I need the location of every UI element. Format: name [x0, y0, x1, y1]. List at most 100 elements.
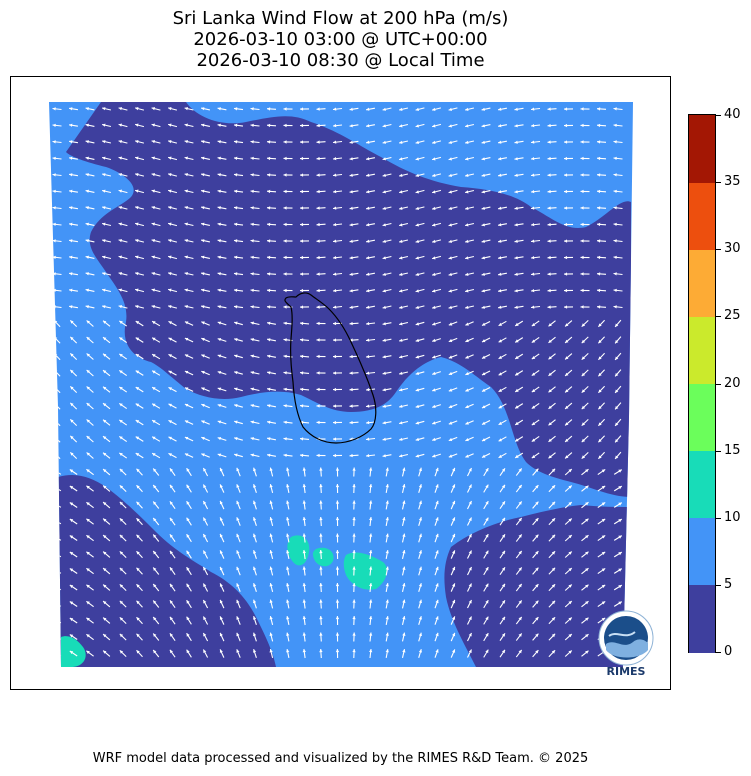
wind-arrow-head	[201, 123, 205, 127]
wind-arrow-head	[598, 438, 602, 443]
wind-arrow-head	[219, 616, 223, 620]
wind-arrow-head	[250, 173, 254, 177]
wind-arrow-head	[465, 289, 469, 293]
wind-arrow-head	[52, 239, 56, 243]
wind-arrow-head	[119, 633, 124, 638]
wind-arrow-head	[217, 206, 221, 210]
wind-arrow-head	[385, 649, 389, 653]
wind-arrow-head	[69, 239, 73, 243]
wind-arrow-head	[253, 533, 257, 538]
wind-arrow-head	[283, 107, 287, 111]
wind-arrow-head	[184, 420, 189, 424]
wind-arrow-head	[481, 157, 485, 161]
wind-arrow-head	[69, 568, 74, 572]
wind-arrow-head	[465, 421, 469, 425]
wind-arrow-head	[103, 485, 107, 489]
wind-arrow-head	[300, 371, 304, 375]
wind-arrow-head	[184, 222, 188, 226]
wind-arrow-head	[415, 437, 420, 441]
wind-arrow-head	[452, 550, 456, 554]
wind-arrow-head	[53, 369, 58, 374]
wind-arrow-head	[618, 502, 622, 506]
wind-arrow-head	[580, 140, 584, 144]
wind-map	[49, 102, 633, 667]
wind-arrow-head	[153, 485, 157, 489]
wind-arrow-head	[168, 321, 172, 325]
wind-arrow-head	[435, 517, 439, 521]
wind-arrow-head	[598, 422, 602, 426]
wind-arrow-head	[399, 371, 403, 375]
wind-arrow-head	[203, 649, 207, 653]
wind-arrow-head	[269, 467, 273, 471]
wind-arrow-head	[465, 190, 469, 194]
wind-arrow-head	[103, 403, 107, 407]
wind-arrow-head	[485, 649, 489, 654]
wind-arrow-head	[267, 354, 271, 358]
wind-arrow-head	[169, 567, 173, 571]
wind-arrow-head	[85, 123, 89, 127]
wind-arrow-head	[615, 373, 619, 377]
wind-arrow-head	[352, 616, 356, 620]
wind-arrow-head	[564, 156, 568, 161]
wind-arrow-head	[435, 616, 439, 620]
wind-arrow-head	[219, 517, 223, 521]
wind-arrow-head	[267, 288, 271, 293]
wind-arrow-head	[535, 518, 539, 522]
wind-arrow-head	[581, 405, 586, 410]
wind-arrow-head	[184, 156, 188, 160]
wind-arrow-head	[102, 305, 106, 309]
wind-arrow-head	[399, 322, 403, 326]
wind-arrow-head	[448, 454, 453, 458]
wind-arrow-head	[300, 453, 304, 458]
wind-arrow-head	[366, 124, 370, 128]
wind-arrow-head	[452, 583, 456, 587]
wind-arrow-head	[415, 305, 419, 309]
wind-arrow-head	[448, 256, 452, 260]
wind-arrow-head	[580, 156, 584, 161]
wind-arrow-head	[514, 239, 518, 243]
wind-arrow-head	[432, 404, 436, 408]
wind-arrow-head	[302, 566, 306, 570]
wind-arrow-head	[515, 438, 519, 442]
wind-arrow-head	[186, 649, 190, 654]
wind-arrow-head	[201, 337, 205, 341]
wind-arrow-head	[135, 420, 140, 424]
wind-arrow-head	[300, 387, 304, 392]
wind-arrow-head	[169, 550, 173, 555]
wind-arrow-head	[102, 189, 106, 193]
wind-arrow-head	[597, 255, 601, 260]
wind-arrow-head	[468, 649, 472, 653]
wind-arrow-head	[153, 468, 157, 472]
wind-arrow-head	[366, 305, 370, 309]
wind-arrow-head	[283, 173, 287, 177]
wind-arrow-head	[316, 387, 320, 392]
wind-arrow-head	[153, 633, 157, 637]
wind-arrow-head	[283, 272, 287, 276]
wind-arrow-head	[283, 305, 287, 309]
colorbar-segment	[689, 316, 715, 384]
wind-arrow-head	[535, 617, 539, 621]
wind-arrow-head	[349, 387, 353, 392]
wind-arrow-head	[568, 634, 572, 638]
wind-arrow-head	[598, 323, 602, 327]
wind-arrow-head	[382, 355, 386, 359]
wind-arrow-head	[565, 372, 569, 376]
wind-arrow-head	[283, 437, 287, 441]
wind-arrow-head	[435, 583, 439, 587]
wind-arrow-head	[253, 566, 257, 571]
wind-arrow-head	[136, 485, 140, 489]
wind-arrow-head	[485, 567, 489, 571]
wind-arrow-head	[135, 156, 139, 160]
wind-arrow-head	[399, 338, 403, 342]
wind-arrow-head	[85, 255, 89, 259]
wind-arrow-head	[432, 454, 436, 458]
wind-arrow-head	[234, 107, 238, 111]
wind-arrow-head	[468, 583, 472, 587]
wind-arrow-head	[415, 338, 420, 342]
wind-arrow-head	[452, 649, 456, 653]
wind-arrow-head	[169, 501, 173, 505]
wind-arrow-head	[432, 388, 436, 392]
wind-arrow-head	[217, 189, 221, 193]
wind-arrow-head	[102, 173, 106, 177]
wind-arrow-head	[366, 239, 370, 243]
